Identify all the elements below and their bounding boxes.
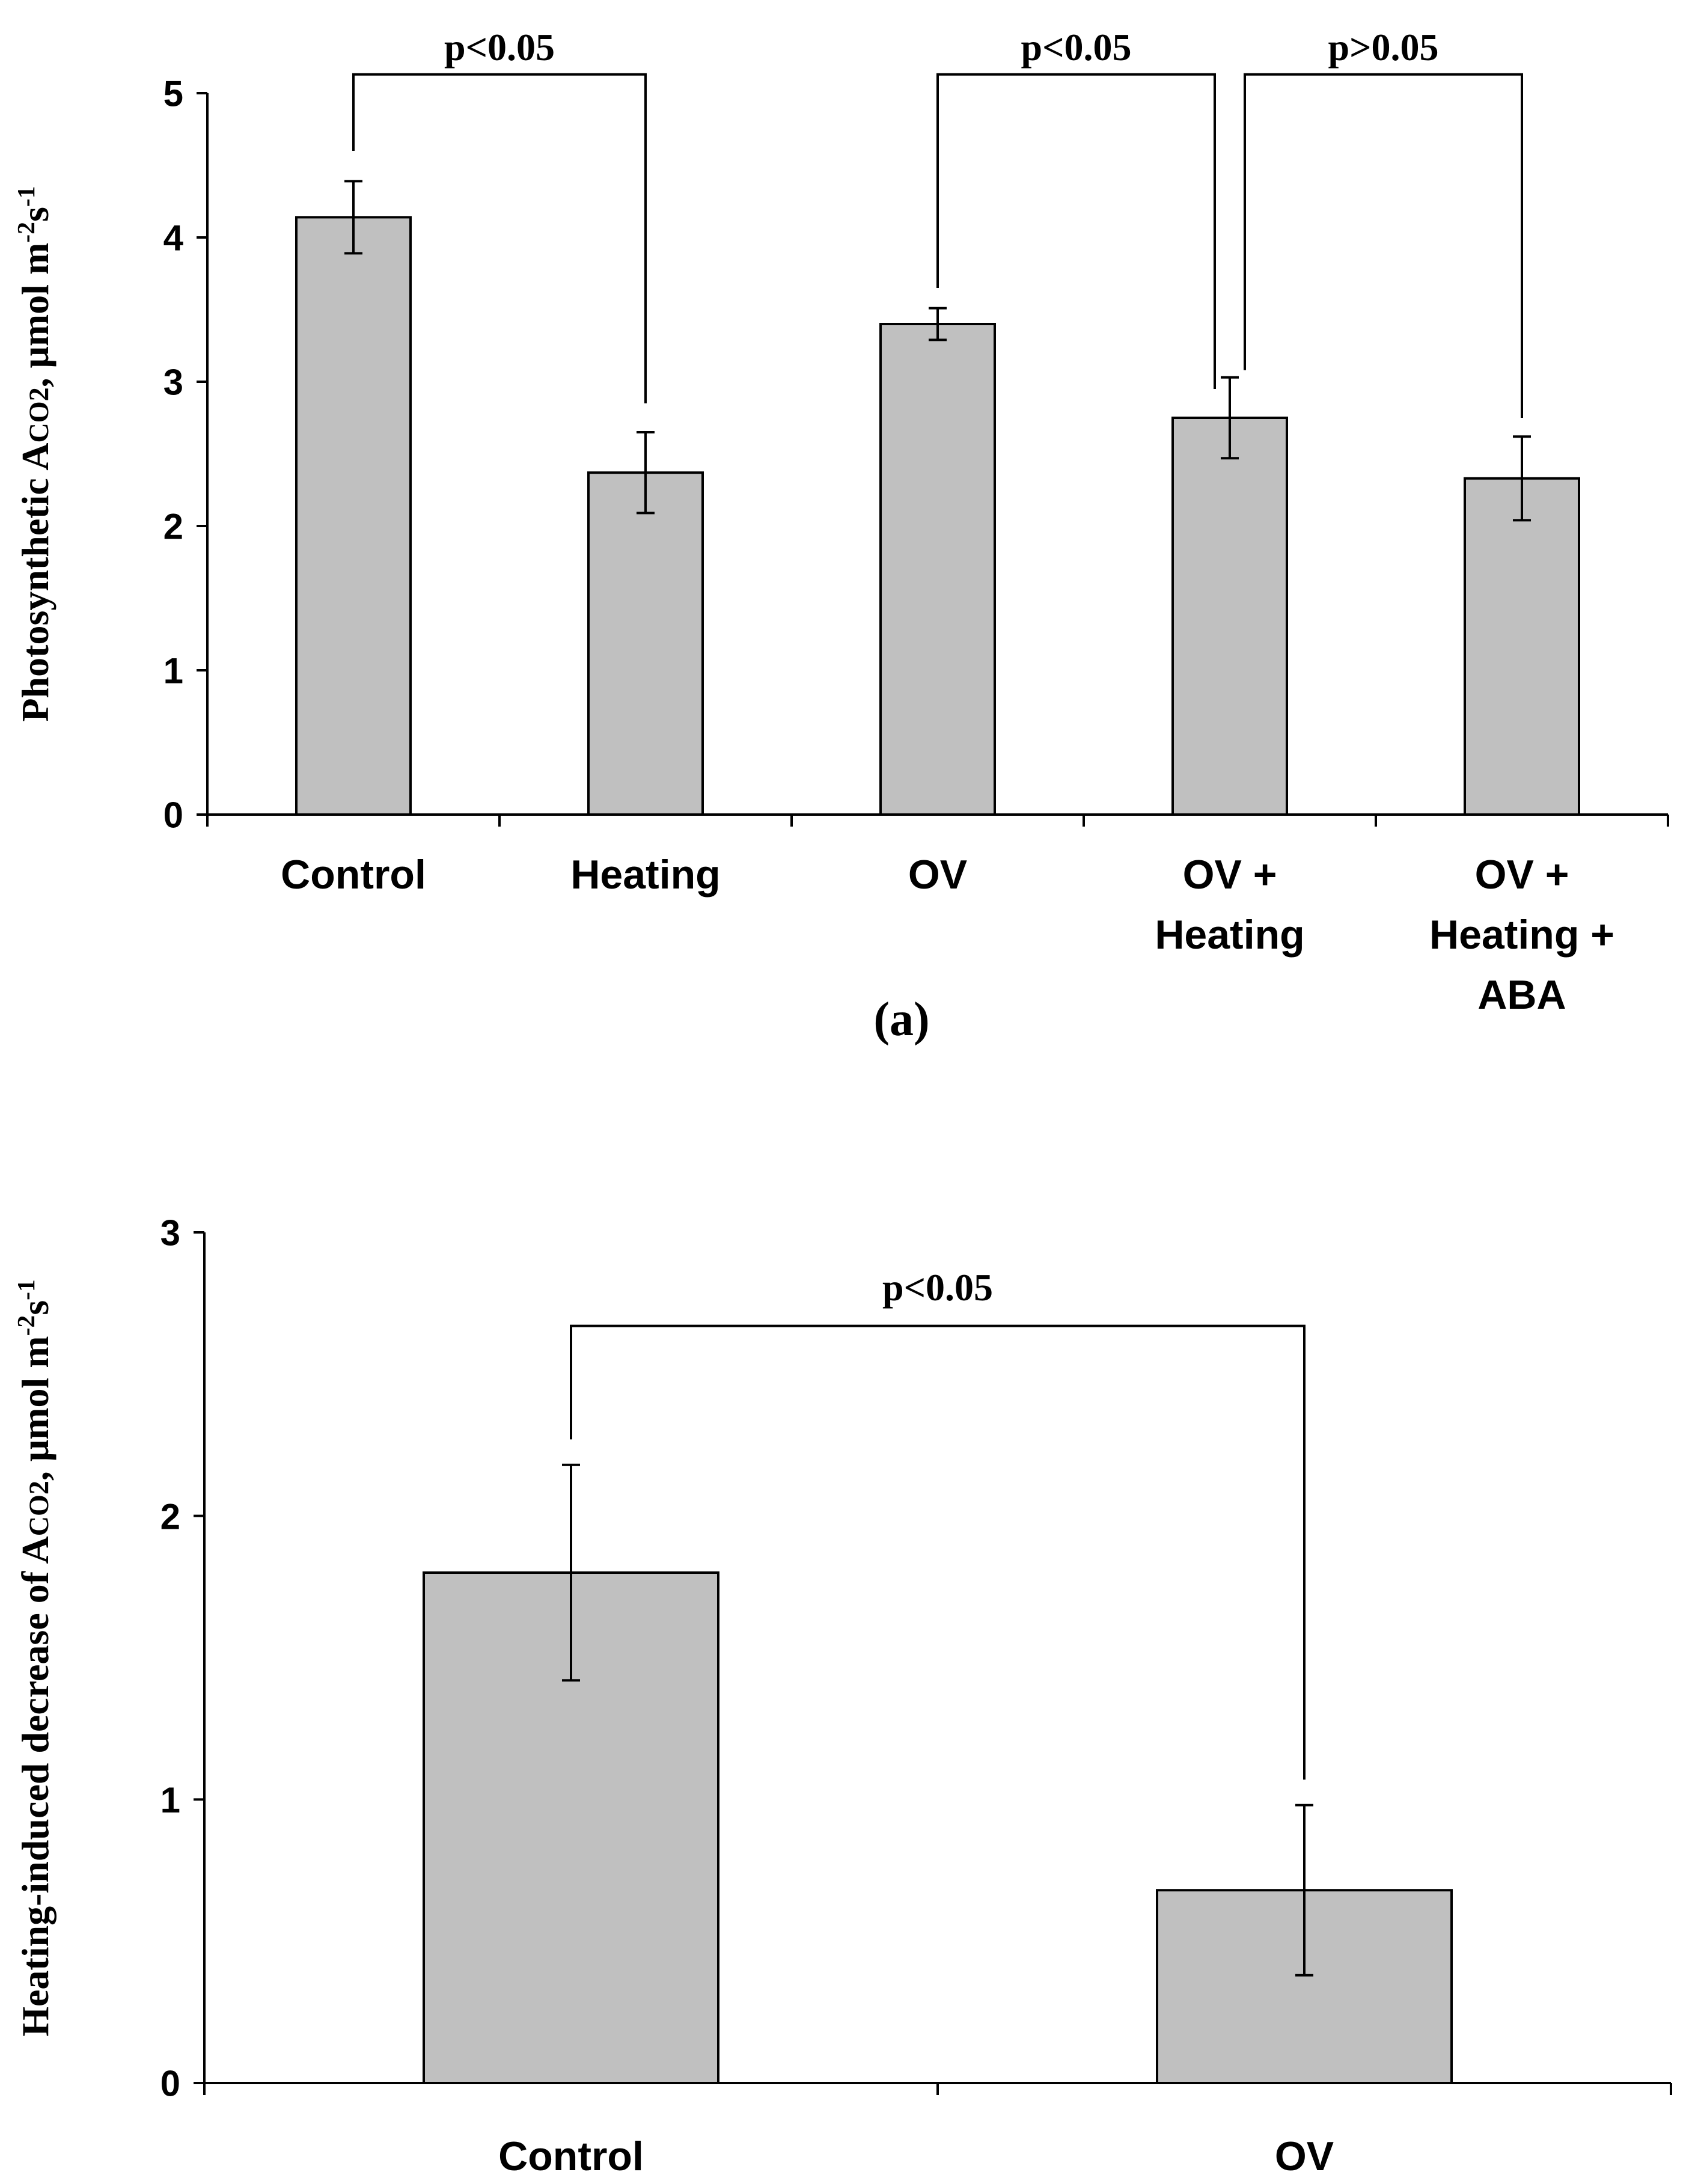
y-axis-label-part: -2 xyxy=(12,222,40,243)
y-tick-label: 3 xyxy=(160,1213,180,1253)
y-tick-label: 5 xyxy=(163,74,183,114)
y-tick-label: 0 xyxy=(160,2064,180,2104)
y-axis-label-part: CO2 xyxy=(23,387,54,442)
y-tick-label: 1 xyxy=(163,651,183,691)
p-value-label: p>0.05 xyxy=(1328,26,1438,69)
y-axis-label-part: CO2 xyxy=(23,1481,54,1536)
y-tick-label: 2 xyxy=(163,507,183,547)
y-axis-label-part: , μmol m xyxy=(14,1336,56,1481)
y-tick-label: 2 xyxy=(160,1496,180,1537)
y-tick-label: 3 xyxy=(163,362,183,403)
category-label: Control xyxy=(498,2134,644,2179)
y-axis-label: Photosynthetic ACO2, μmol m-2s-1 xyxy=(12,186,56,721)
bar xyxy=(295,216,412,816)
bar xyxy=(1464,477,1580,816)
category-label: Control xyxy=(281,852,426,898)
y-axis-label-part: , μmol m xyxy=(14,243,56,388)
p-value-label: p<0.05 xyxy=(444,26,555,69)
category-label: Heating xyxy=(570,852,720,898)
category-label: OV xyxy=(1275,2134,1334,2179)
significance-bracket xyxy=(936,73,1216,389)
y-axis-label-part: -1 xyxy=(12,1279,40,1300)
category-label: ABA xyxy=(1477,972,1566,1018)
y-axis-label: Heating-induced decrease of ACO2, μmol m… xyxy=(12,1279,56,2037)
y-tick-label: 1 xyxy=(160,1780,180,1820)
y-axis-label-part: Heating-induced decrease of A xyxy=(14,1536,56,2037)
category-label: Heating xyxy=(1155,912,1304,958)
significance-bracket xyxy=(352,73,647,403)
bar xyxy=(879,323,996,816)
panel-label: (a) xyxy=(873,993,929,1046)
bar xyxy=(1171,417,1288,816)
panel-a-chart: 0 1 2 3 4 5 Control Heating OV OV + Heating OV + Hea… xyxy=(12,26,1669,1046)
panel-b-chart: 0 1 2 3 Control OV p<0.05 Heating-induced decre… xyxy=(12,1213,1672,2179)
y-tick-label: 4 xyxy=(163,218,184,258)
y-axis-label-part: Photosynthetic A xyxy=(14,443,56,722)
y-axis-label-part: -2 xyxy=(12,1315,40,1336)
y-tick-label: 0 xyxy=(163,795,183,836)
category-label: OV + xyxy=(1183,852,1277,898)
category-label: Heating + xyxy=(1429,912,1614,958)
p-value-label: p<0.05 xyxy=(882,1266,993,1309)
y-axis-label-part: s xyxy=(14,1300,56,1315)
significance-bracket xyxy=(1244,73,1523,418)
significance-bracket xyxy=(570,1324,1306,1780)
category-label: OV xyxy=(908,852,967,898)
bar xyxy=(587,471,704,816)
category-label: OV + xyxy=(1475,852,1569,898)
y-axis-label-part: s xyxy=(14,207,56,222)
p-value-label: p<0.05 xyxy=(1021,26,1131,69)
y-axis-label-part: -1 xyxy=(12,186,40,207)
